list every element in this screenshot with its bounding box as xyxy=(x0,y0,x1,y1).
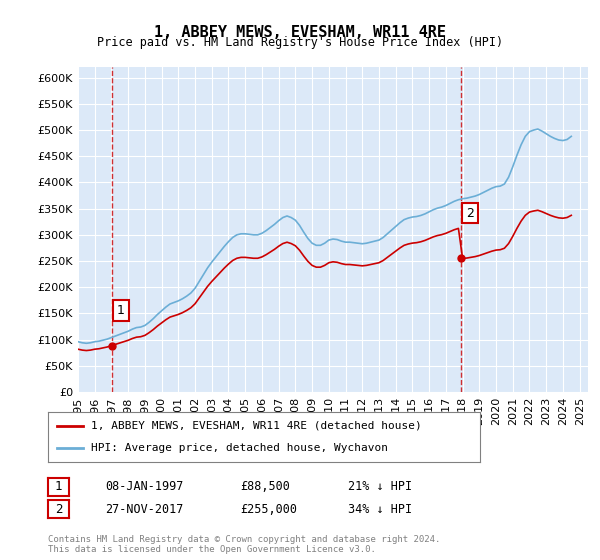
Text: 08-JAN-1997: 08-JAN-1997 xyxy=(105,480,184,493)
Text: Contains HM Land Registry data © Crown copyright and database right 2024.
This d: Contains HM Land Registry data © Crown c… xyxy=(48,535,440,554)
Text: 1: 1 xyxy=(117,304,125,317)
Text: £88,500: £88,500 xyxy=(240,480,290,493)
Text: HPI: Average price, detached house, Wychavon: HPI: Average price, detached house, Wych… xyxy=(91,443,388,453)
Text: 1, ABBEY MEWS, EVESHAM, WR11 4RE: 1, ABBEY MEWS, EVESHAM, WR11 4RE xyxy=(154,25,446,40)
Text: 27-NOV-2017: 27-NOV-2017 xyxy=(105,502,184,516)
Text: 1, ABBEY MEWS, EVESHAM, WR11 4RE (detached house): 1, ABBEY MEWS, EVESHAM, WR11 4RE (detach… xyxy=(91,421,422,431)
Text: 2: 2 xyxy=(55,502,62,516)
Text: Price paid vs. HM Land Registry's House Price Index (HPI): Price paid vs. HM Land Registry's House … xyxy=(97,36,503,49)
Text: 34% ↓ HPI: 34% ↓ HPI xyxy=(348,502,412,516)
Text: 1: 1 xyxy=(55,480,62,493)
Text: 2: 2 xyxy=(466,207,474,220)
Text: £255,000: £255,000 xyxy=(240,502,297,516)
Text: 21% ↓ HPI: 21% ↓ HPI xyxy=(348,480,412,493)
